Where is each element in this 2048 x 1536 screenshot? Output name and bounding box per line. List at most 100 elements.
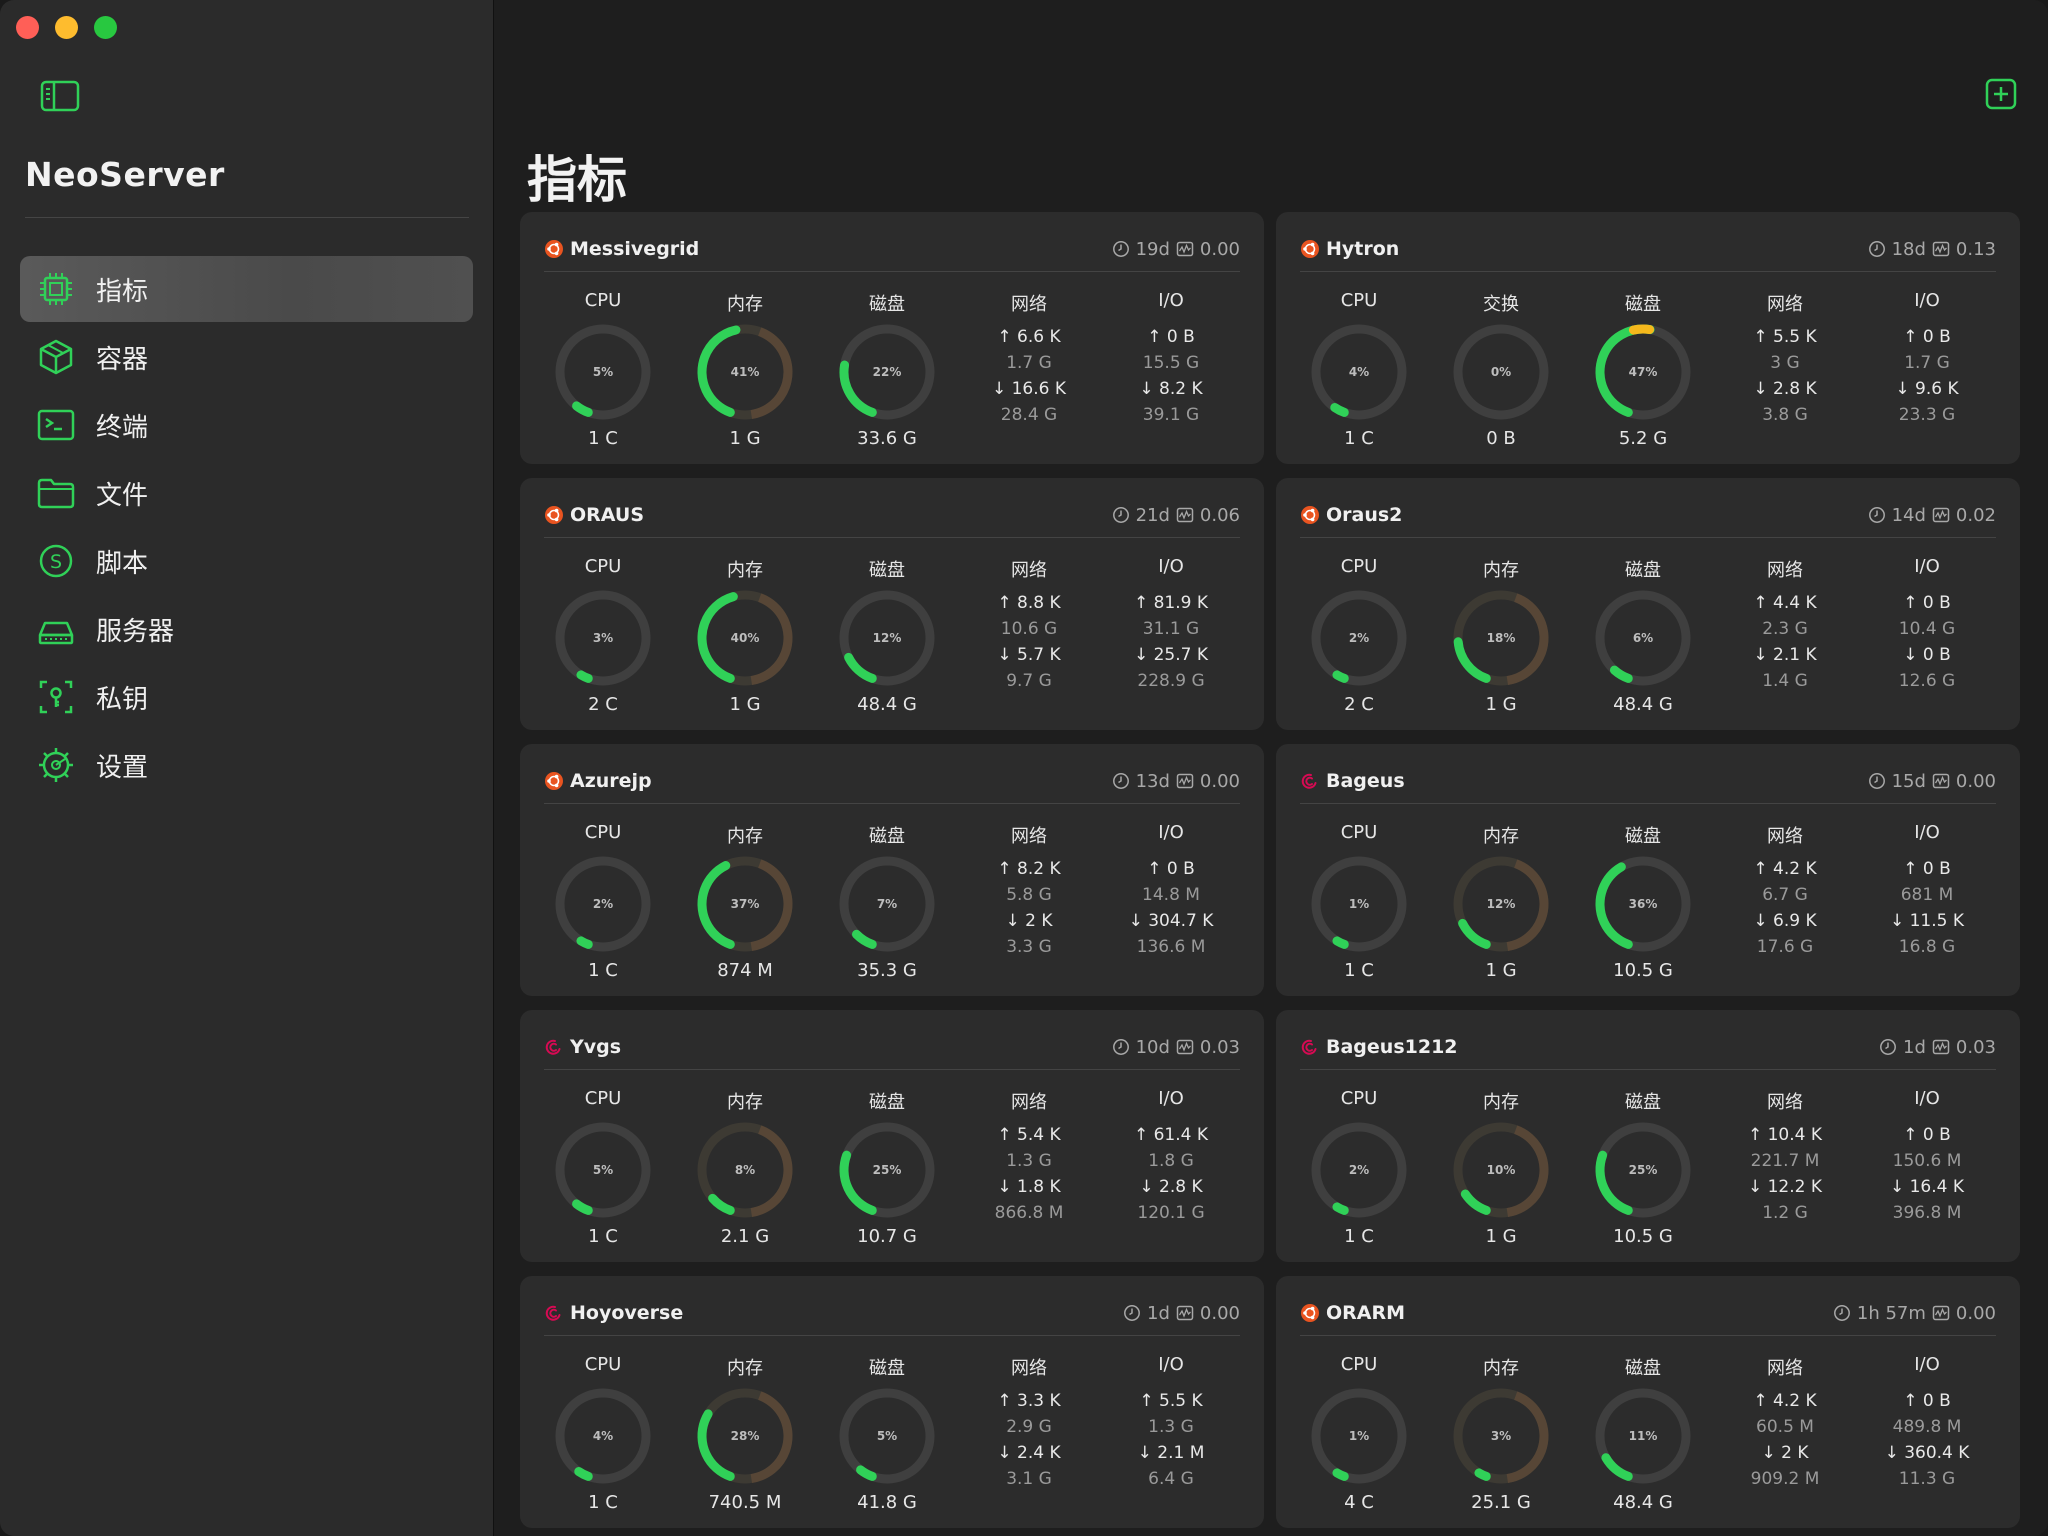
gauge-percent: 47% bbox=[1628, 365, 1658, 379]
network-stats: 网络 ↑ 5.5 K 3 G ↓ 2.8 K 3.8 G bbox=[1714, 282, 1856, 452]
server-card[interactable]: Bageus 15d 0.00 CPU 1% 1 C 内存 12% 1 G 磁盘 36% 10.5 G… bbox=[1276, 744, 2020, 996]
metric-label: 磁盘 bbox=[1625, 560, 1661, 581]
network-stats: 网络 ↑ 4.2 K 60.5 M ↓ 2 K 909.2 M bbox=[1714, 1346, 1856, 1516]
rate-value: ↓ 2 K bbox=[1761, 1443, 1809, 1463]
metric-total: 1 G bbox=[729, 428, 761, 449]
sidebar-item-4[interactable]: 文件 bbox=[20, 460, 473, 526]
rate-value: ↓ 8.2 K bbox=[1139, 379, 1203, 399]
gauge-warm-arc bbox=[1453, 1388, 1549, 1484]
server-name: Messivegrid bbox=[570, 238, 700, 260]
gauge-metric: CPU 5% 1 C bbox=[532, 282, 674, 452]
sidebar-item-1[interactable]: 指标 bbox=[20, 256, 473, 322]
gauge-value-arc bbox=[1453, 1388, 1549, 1484]
gauge-track bbox=[1311, 590, 1407, 686]
metric-label: CPU bbox=[1340, 1354, 1378, 1375]
card-header: Bageus 15d 0.00 bbox=[1300, 766, 1996, 796]
close-window-button[interactable] bbox=[16, 16, 39, 39]
metric-label: 网络 bbox=[1767, 1092, 1803, 1113]
clock-icon bbox=[1112, 241, 1129, 257]
io-stats: I/O ↑ 0 B 150.6 M ↓ 16.4 K 396.8 M bbox=[1856, 1080, 1998, 1250]
clock-icon bbox=[1124, 1305, 1140, 1321]
gauge-metric: 磁盘 22% 33.6 G bbox=[816, 282, 958, 452]
server-card[interactable]: Oraus2 14d 0.02 CPU 2% 2 C 内存 18% 1 G 磁盘 6% 48.4 G 网… bbox=[1276, 478, 2020, 730]
sidebar-item-7[interactable]: 私钥 bbox=[20, 664, 473, 730]
stat-lines: ↑ 8.8 K 10.6 G ↓ 5.7 K 9.7 G bbox=[997, 590, 1060, 694]
gauge-ring bbox=[1595, 1122, 1691, 1218]
sidebar-item-8[interactable]: 设置 bbox=[20, 732, 473, 798]
card-metrics: CPU 3% 2 C 内存 40% 1 G 磁盘 12% 48.4 G 网络 ↑ 8.8 K 10.6… bbox=[532, 548, 1252, 718]
metric-total: 35.3 G bbox=[857, 960, 917, 981]
gauge-metric: 内存 12% 1 G bbox=[1430, 814, 1572, 984]
metric-label: 磁盘 bbox=[1625, 1092, 1661, 1113]
total-value: 23.3 G bbox=[1898, 405, 1956, 425]
gauge-track bbox=[555, 1122, 651, 1218]
gauge: 12% bbox=[833, 584, 941, 692]
server-card[interactable]: Hytron 18d 0.13 CPU 4% 1 C 交换 0% 0 B 磁盘 47% 5.2 G 网络… bbox=[1276, 212, 2020, 464]
io-stats: I/O ↑ 0 B 681 M ↓ 11.5 K 16.8 G bbox=[1856, 814, 1998, 984]
debian-icon bbox=[1301, 1039, 1317, 1055]
io-stats: I/O ↑ 5.5 K 1.3 G ↓ 2.1 M 6.4 G bbox=[1100, 1346, 1242, 1516]
server-card[interactable]: Messivegrid 19d 0.00 CPU 5% 1 C 内存 41% 1 G 磁盘 22% 3… bbox=[520, 212, 1264, 464]
card-header: Azurejp 13d 0.00 bbox=[544, 766, 1240, 796]
sidebar-item-label: 文件 bbox=[96, 480, 149, 511]
server-card[interactable]: ORAUS 21d 0.06 CPU 3% 2 C 内存 40% 1 G 磁盘 12% 48.4 G 网… bbox=[520, 478, 1264, 730]
server-card[interactable]: Bageus1212 1d 0.03 CPU 2% 1 C 内存 10% 1 G 磁盘 25% 10.… bbox=[1276, 1010, 2020, 1262]
server-name: Bageus bbox=[1326, 770, 1405, 792]
server-card[interactable]: Hoyoverse 1d 0.00 CPU 4% 1 C 内存 28% 740.5 M 磁盘 5% 4… bbox=[520, 1276, 1264, 1528]
gauge-track bbox=[1595, 1388, 1691, 1484]
gauge-percent: 22% bbox=[872, 365, 902, 379]
gauge: 8% bbox=[691, 1116, 799, 1224]
gauge-track bbox=[1311, 324, 1407, 420]
metric-label: 磁盘 bbox=[869, 294, 905, 315]
gauge-warm-arc bbox=[697, 1388, 793, 1484]
gauge-value-arc bbox=[839, 856, 935, 952]
server-card[interactable]: Azurejp 13d 0.00 CPU 2% 1 C 内存 37% 874 M 磁盘 7% 35.3… bbox=[520, 744, 1264, 996]
clock-icon bbox=[1880, 1039, 1896, 1055]
sidebar-toggle-icon[interactable] bbox=[40, 80, 80, 112]
total-value: 3.1 G bbox=[1006, 1469, 1052, 1489]
server-card[interactable]: ORARM 1h 57m 0.00 CPU 1% 4 C 内存 3% 25.1 G 磁盘 11% 48… bbox=[1276, 1276, 2020, 1528]
stat-lines: ↑ 5.5 K 1.3 G ↓ 2.1 M 6.4 G bbox=[1138, 1388, 1205, 1492]
add-server-button[interactable] bbox=[1985, 78, 2017, 110]
stat-lines: ↑ 5.5 K 3 G ↓ 2.8 K 3.8 G bbox=[1753, 324, 1816, 428]
debian-icon bbox=[1301, 773, 1317, 789]
rate-value: ↑ 0 B bbox=[1147, 859, 1195, 879]
load-value: 0.06 bbox=[1199, 504, 1240, 526]
metric-total: 41.8 G bbox=[857, 1492, 917, 1513]
card-divider bbox=[544, 1069, 1240, 1070]
load-value: 0.13 bbox=[1955, 238, 1996, 260]
zoom-window-button[interactable] bbox=[94, 16, 117, 39]
gauge-metric: 内存 41% 1 G bbox=[674, 282, 816, 452]
plus-icon bbox=[1985, 78, 2017, 110]
metric-label: I/O bbox=[1914, 1354, 1940, 1375]
load-chart-icon bbox=[1176, 241, 1194, 257]
gauge-metric: 磁盘 6% 48.4 G bbox=[1572, 548, 1714, 718]
gauge-warm-arc bbox=[1453, 590, 1549, 686]
gauge-ring bbox=[555, 1122, 651, 1218]
card-header: Messivegrid 19d 0.00 bbox=[544, 234, 1240, 264]
rate-value: ↓ 12.2 K bbox=[1747, 1177, 1823, 1197]
sidebar-item-6[interactable]: 服务器 bbox=[20, 596, 473, 662]
network-stats: 网络 ↑ 6.6 K 1.7 G ↓ 16.6 K 28.4 G bbox=[958, 282, 1100, 452]
card-metrics: CPU 5% 1 C 内存 41% 1 G 磁盘 22% 33.6 G 网络 ↑ 6.6 K 1.7 … bbox=[532, 282, 1252, 452]
sidebar-item-2[interactable]: 容器 bbox=[20, 324, 473, 390]
server-card[interactable]: Yvgs 10d 0.03 CPU 5% 1 C 内存 8% 2.1 G 磁盘 25% 10.7 G 网… bbox=[520, 1010, 1264, 1262]
metric-label: 磁盘 bbox=[869, 1358, 905, 1379]
total-value: 1.3 G bbox=[1148, 1417, 1194, 1437]
sidebar-item-3[interactable]: 终端 bbox=[20, 392, 473, 458]
uptime-value: 1d bbox=[1147, 1302, 1170, 1324]
total-value: 489.8 M bbox=[1892, 1417, 1962, 1437]
rate-value: ↓ 16.6 K bbox=[991, 379, 1067, 399]
app-title: NeoServer bbox=[25, 155, 225, 194]
gauge-percent: 11% bbox=[1628, 1429, 1658, 1443]
gauge-ring bbox=[1453, 324, 1549, 420]
sidebar-item-5[interactable]: S 脚本 bbox=[20, 528, 473, 594]
total-value: 9.7 G bbox=[1006, 671, 1052, 691]
metric-label: 网络 bbox=[1011, 294, 1047, 315]
gauge-ring bbox=[697, 1122, 793, 1218]
metric-total: 48.4 G bbox=[1613, 1492, 1673, 1513]
load-value: 0.00 bbox=[1199, 770, 1240, 792]
minimize-window-button[interactable] bbox=[55, 16, 78, 39]
card-metrics: CPU 2% 1 C 内存 10% 1 G 磁盘 25% 10.5 G 网络 ↑ 10.4 K 221… bbox=[1288, 1080, 2008, 1250]
gauge: 3% bbox=[1447, 1382, 1555, 1490]
